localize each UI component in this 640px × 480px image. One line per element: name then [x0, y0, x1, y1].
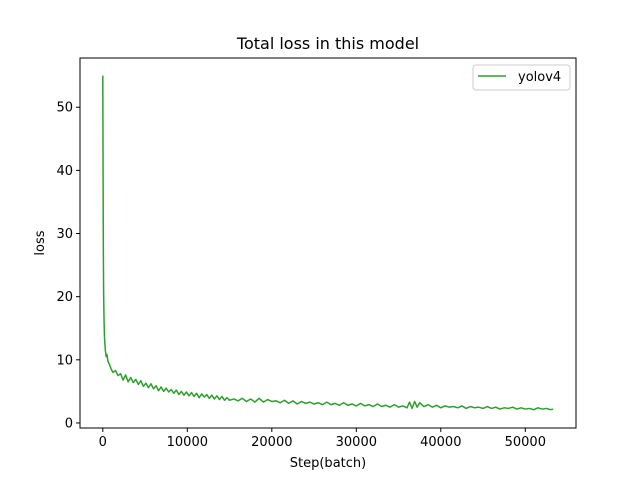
- x-tick-label: 0: [99, 435, 107, 450]
- x-axis-label: Step(batch): [290, 456, 366, 471]
- x-tick-label: 30000: [336, 435, 377, 450]
- y-tick-label: 50: [56, 101, 73, 116]
- x-tick-label: 10000: [167, 435, 208, 450]
- legend-box: [472, 64, 571, 91]
- series-layer: [102, 75, 554, 411]
- y-tick-label: 0: [65, 416, 73, 431]
- y-tick-label: 40: [56, 164, 73, 179]
- y-axis-ticks: 0 10 20 30 40 50: [56, 101, 80, 431]
- plot-frame: [79, 57, 577, 429]
- y-tick-label: 20: [56, 290, 73, 305]
- x-tick-label: 50000: [505, 435, 546, 450]
- x-tick-label: 40000: [420, 435, 461, 450]
- chart-title: Total loss in this model: [236, 34, 419, 53]
- x-axis-ticks: 0 10000 20000 30000 40000 50000: [99, 428, 546, 450]
- legend: yolov4: [472, 64, 571, 91]
- series-line-yolov4: [102, 75, 554, 411]
- y-axis-label: loss: [33, 230, 48, 255]
- y-tick-label: 10: [56, 353, 73, 368]
- legend-label-yolov4: yolov4: [518, 70, 561, 85]
- x-tick-label: 20000: [251, 435, 292, 450]
- y-tick-label: 30: [56, 227, 73, 242]
